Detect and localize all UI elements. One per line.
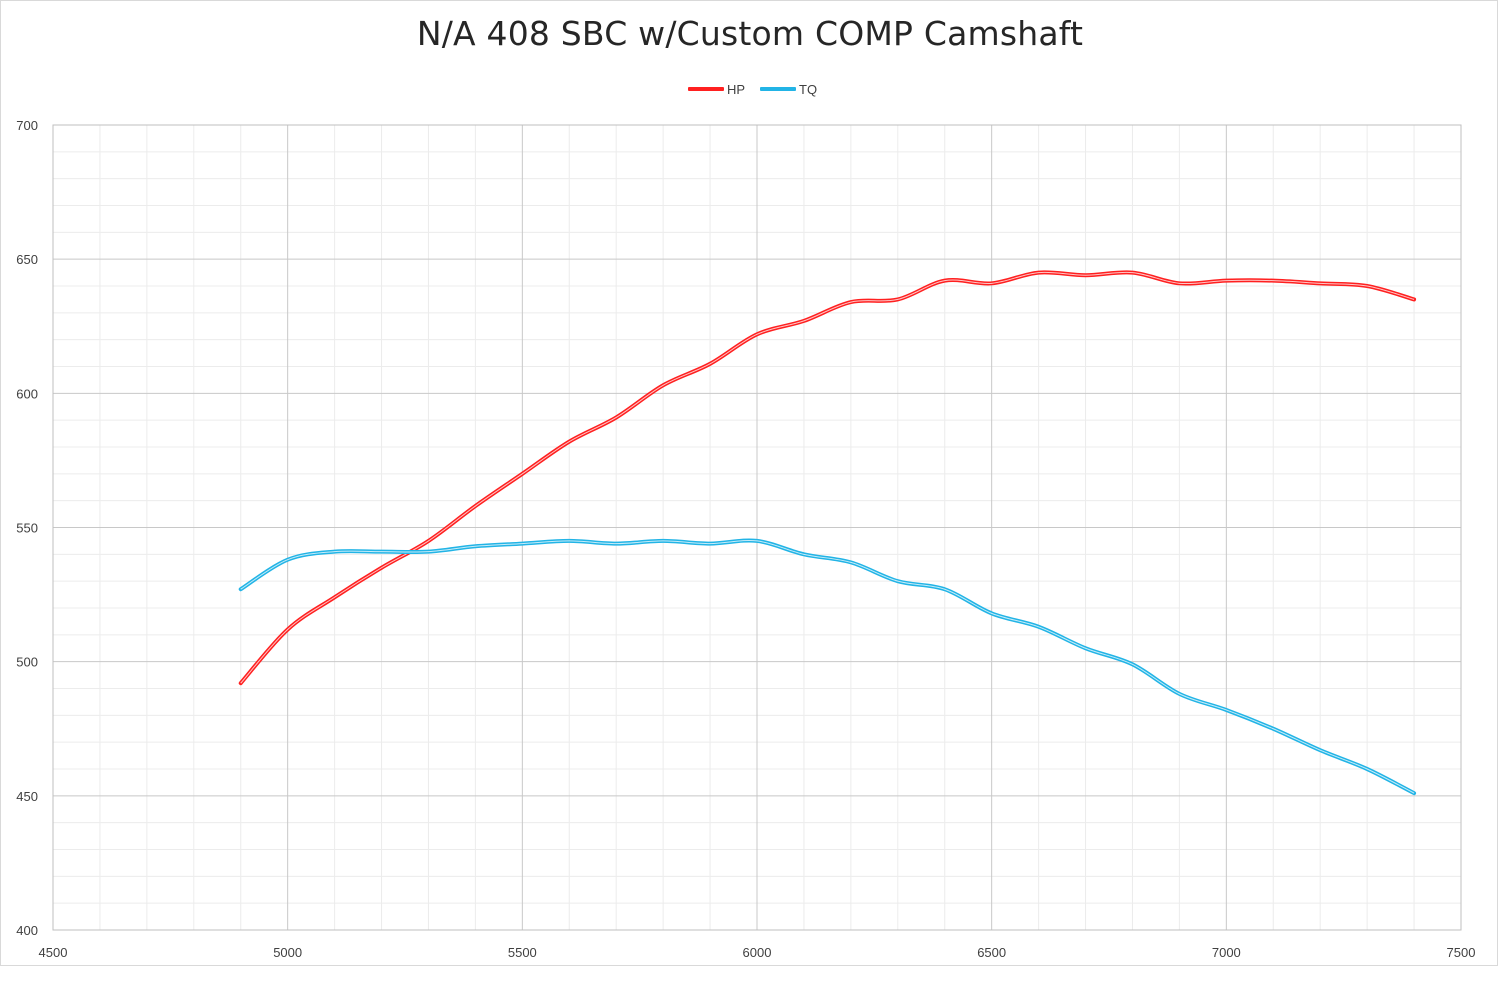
- y-tick-label: 700: [16, 118, 38, 133]
- legend-label-tq: TQ: [799, 81, 818, 97]
- y-tick-label: 400: [16, 923, 38, 938]
- legend-label-hp: HP: [727, 81, 746, 97]
- series-line-highlight-tq: [240, 540, 1415, 794]
- legend-item-tq: TQ: [760, 80, 817, 98]
- plot-area-border: [52, 124, 1462, 931]
- x-tick-label: 7000: [1212, 945, 1241, 960]
- legend-swatch-tq: [760, 87, 796, 91]
- series-line-hp: [238, 270, 1417, 686]
- legend-item-hp: HP: [688, 80, 745, 98]
- y-tick-label: 600: [16, 386, 38, 401]
- x-tick-label: 7500: [1447, 945, 1476, 960]
- y-tick-label: 450: [16, 789, 38, 804]
- x-tick-label: 6000: [743, 945, 772, 960]
- x-tick-label: 5000: [273, 945, 302, 960]
- series-line-highlight-hp: [240, 271, 1415, 684]
- y-tick-label: 650: [16, 252, 38, 267]
- legend-swatch-hp: [688, 87, 724, 91]
- chart-title: N/A 408 SBC w/Custom COMP Camshaft: [416, 14, 1084, 53]
- y-tick-label: 500: [16, 655, 38, 670]
- x-tick-label: 4500: [39, 945, 68, 960]
- series-line-tq: [238, 538, 1417, 796]
- x-tick-label: 5500: [508, 945, 537, 960]
- chart-area: [0, 0, 1498, 966]
- x-tick-label: 6500: [977, 945, 1006, 960]
- y-tick-label: 550: [16, 521, 38, 536]
